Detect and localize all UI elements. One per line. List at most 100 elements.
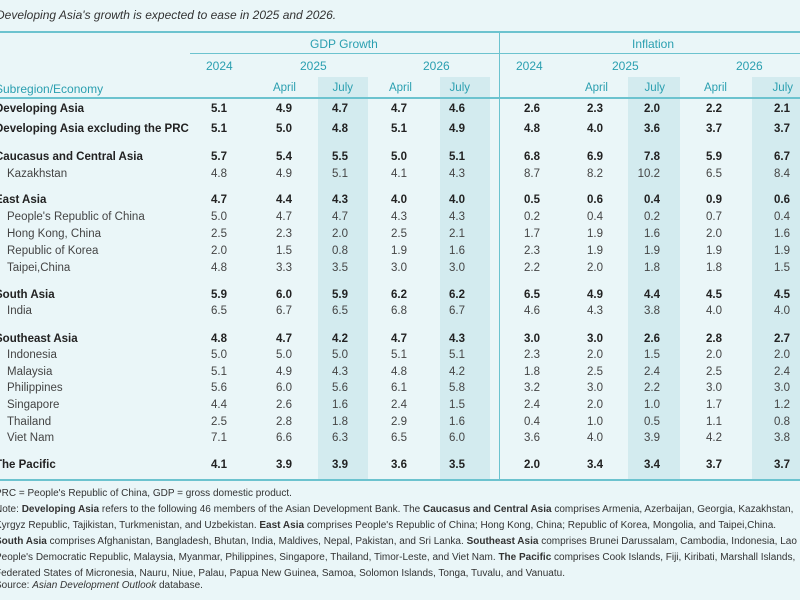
source-note: Source: Asian Development Outlook databa…	[0, 578, 800, 594]
table-cell: 5.6	[211, 382, 227, 394]
row-label: Malaysia	[7, 366, 53, 378]
row-label: Republic of Korea	[7, 245, 99, 257]
table-cell: 5.0	[276, 349, 292, 361]
table-cell: 4.8	[391, 366, 407, 378]
table-cell: 1.8	[332, 416, 348, 428]
table-cell: 1.9	[391, 245, 407, 257]
table-cell: 4.4	[644, 289, 660, 301]
table-cell: 3.7	[774, 123, 790, 135]
table-title: Developing Asia's growth is expected to …	[0, 8, 337, 22]
table-cell: 8.2	[587, 168, 603, 180]
row-label: Kazakhstan	[7, 168, 68, 180]
header-edition: July	[644, 82, 665, 94]
header-edition: April	[584, 82, 608, 94]
table-cell: 6.5	[524, 289, 540, 301]
table-cell: 5.1	[211, 366, 227, 378]
table-cell: 0.8	[332, 245, 348, 257]
table-cell: 3.9	[276, 459, 292, 471]
header-year: 2026	[736, 59, 763, 73]
table-cell: 4.7	[276, 333, 292, 345]
table-cell: 5.9	[332, 289, 348, 301]
source-prefix: Source:	[0, 580, 30, 591]
row-label: Hong Kong, China	[7, 228, 101, 240]
table-cell: 4.6	[449, 103, 465, 115]
table-cell: 0.2	[524, 211, 540, 223]
table-cell: 2.4	[524, 399, 540, 411]
row-label: Taipei,China	[7, 262, 71, 274]
table-cell: 2.0	[524, 459, 540, 471]
table-cell: 4.5	[774, 289, 790, 301]
table-cell: 5.0	[211, 349, 227, 361]
table-cell: 5.5	[332, 151, 348, 163]
table-cell: 1.6	[449, 416, 465, 428]
row-label: Southeast Asia	[0, 333, 78, 345]
table-cell: 4.8	[211, 333, 227, 345]
table-cell: 2.1	[774, 103, 790, 115]
table-cell: 0.5	[644, 416, 660, 428]
header-edition: July	[332, 82, 353, 94]
table-cell: 5.4	[276, 151, 292, 163]
column-divider	[499, 32, 500, 481]
table-cell: 4.7	[211, 194, 227, 206]
table-cell: 2.3	[276, 228, 292, 240]
table-cell: 0.9	[706, 194, 722, 206]
table-cell: 4.7	[276, 211, 292, 223]
header-gdp-growth: GDP Growth	[310, 37, 378, 51]
table-cell: 3.5	[449, 459, 465, 471]
table-cell: 6.9	[587, 151, 603, 163]
table-cell: 4.9	[587, 289, 603, 301]
table-cell: 1.0	[587, 416, 603, 428]
table-cell: 2.0	[587, 399, 603, 411]
table-cell: 2.0	[587, 349, 603, 361]
table-cell: 3.0	[391, 262, 407, 274]
table-cell: 5.6	[332, 382, 348, 394]
header-year: 2024	[516, 59, 543, 73]
row-label: East Asia	[0, 194, 47, 206]
table-cell: 2.8	[276, 416, 292, 428]
table-cell: 2.5	[706, 366, 722, 378]
table-cell: 5.9	[211, 289, 227, 301]
table-cell: 8.4	[774, 168, 790, 180]
table-cell: 2.5	[391, 228, 407, 240]
header-edition: July	[449, 82, 470, 94]
table-cell: 4.3	[332, 194, 348, 206]
table-cell: 0.4	[774, 211, 790, 223]
table-cell: 4.9	[449, 123, 465, 135]
table-cell: 6.0	[276, 289, 292, 301]
group-rule	[190, 53, 800, 54]
table-cell: 3.0	[774, 382, 790, 394]
table-cell: 4.0	[706, 305, 722, 317]
table-cell: 2.2	[644, 382, 660, 394]
header-year: 2024	[206, 59, 233, 73]
table-cell: 1.9	[774, 245, 790, 257]
row-label: Indonesia	[7, 349, 57, 361]
row-label: Developing Asia excluding the PRC	[0, 123, 189, 135]
table-cell: 1.9	[706, 245, 722, 257]
table-cell: 1.5	[644, 349, 660, 361]
table-cell: 4.9	[276, 103, 292, 115]
table-cell: 2.5	[211, 228, 227, 240]
table-cell: 6.2	[391, 289, 407, 301]
table-cell: 3.5	[332, 262, 348, 274]
table-cell: 2.0	[706, 228, 722, 240]
table-cell: 6.7	[449, 305, 465, 317]
table-cell: 5.1	[332, 168, 348, 180]
table-cell: 3.9	[332, 459, 348, 471]
row-label: Caucasus and Central Asia	[0, 151, 143, 163]
table-cell: 4.3	[449, 168, 465, 180]
table-cell: 2.4	[644, 366, 660, 378]
table-cell: 4.5	[706, 289, 722, 301]
table-cell: 3.8	[774, 432, 790, 444]
table-cell: 5.0	[211, 211, 227, 223]
table-cell: 2.3	[524, 349, 540, 361]
table-cell: 1.5	[276, 245, 292, 257]
table-cell: 3.0	[587, 382, 603, 394]
table-cell: 4.0	[449, 194, 465, 206]
table-cell: 0.7	[706, 211, 722, 223]
table-cell: 2.8	[706, 333, 722, 345]
table-cell: 5.7	[211, 151, 227, 163]
table-cell: 2.2	[706, 103, 722, 115]
table-cell: 1.6	[449, 245, 465, 257]
table-cell: 4.0	[587, 123, 603, 135]
table-cell: 3.9	[644, 432, 660, 444]
